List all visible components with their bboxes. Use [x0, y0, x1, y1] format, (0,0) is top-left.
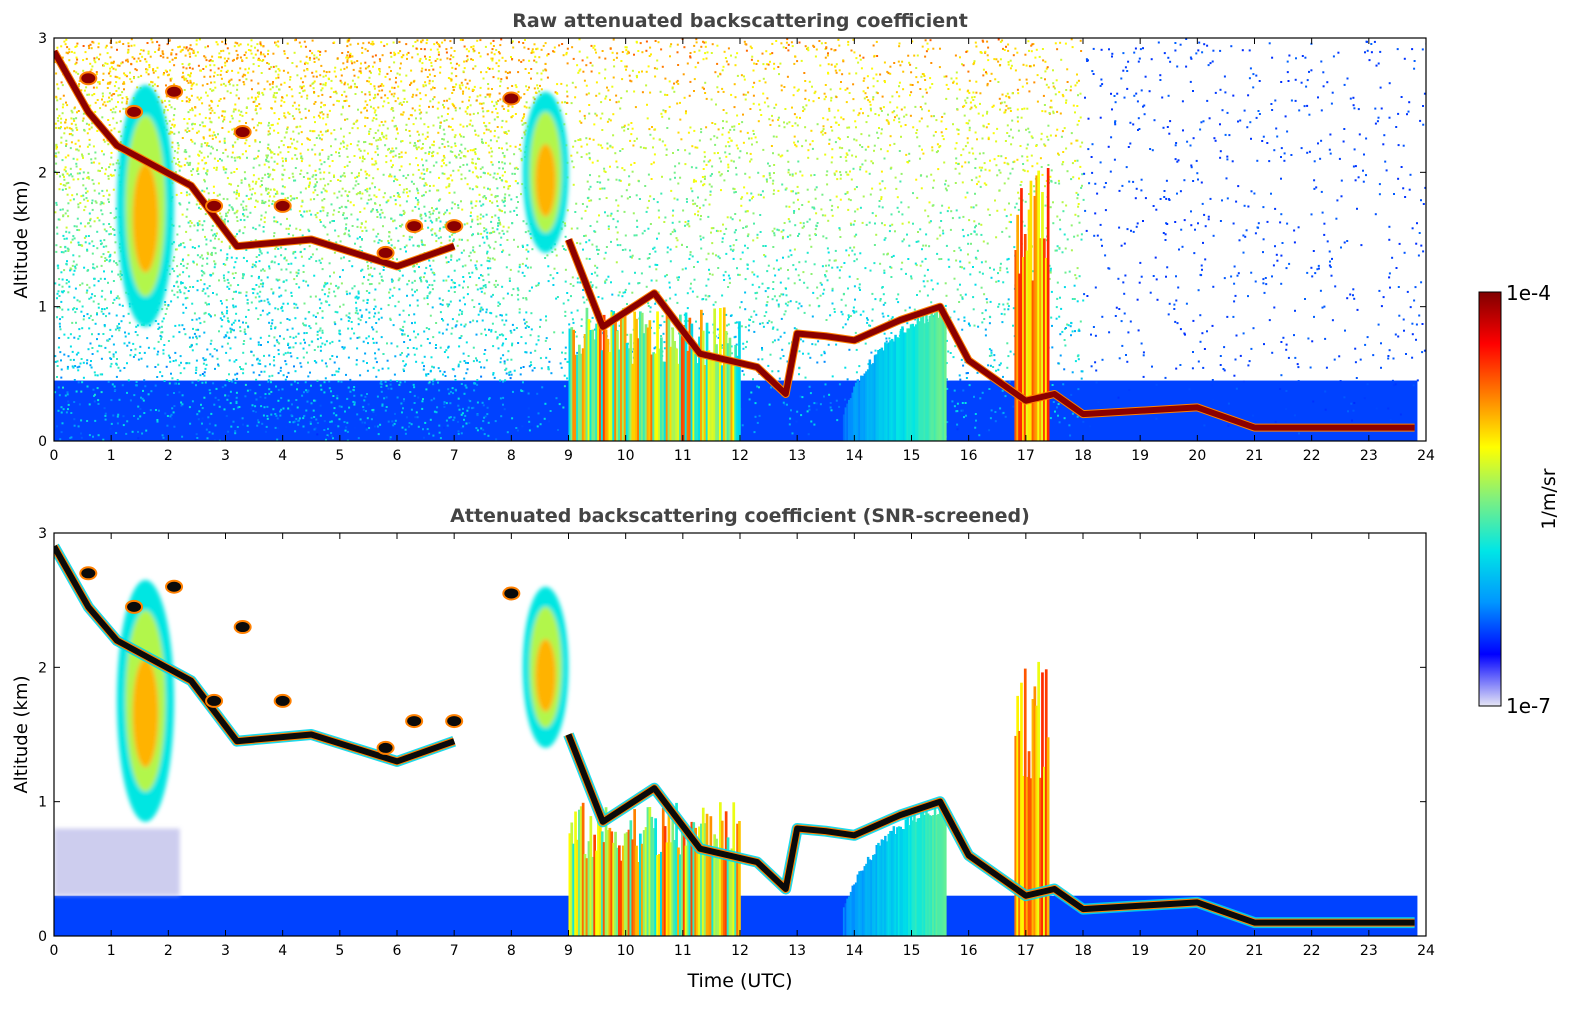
x-tick-label: 13 — [788, 448, 806, 464]
x-tick-label: 9 — [564, 943, 573, 959]
x-tick-label: 19 — [1131, 943, 1149, 959]
colorbar-min-label: 1e-7 — [1506, 694, 1551, 718]
x-tick-label: 20 — [1188, 448, 1206, 464]
x-tick-label: 16 — [960, 448, 978, 464]
x-tick-label: 22 — [1303, 943, 1321, 959]
x-tick-label: 6 — [393, 448, 402, 464]
x-tick-label: 5 — [335, 448, 344, 464]
aerosol-plume — [117, 85, 174, 327]
x-tick-label: 2 — [164, 448, 173, 464]
x-tick-label: 16 — [960, 943, 978, 959]
x-tick-label: 17 — [1017, 943, 1035, 959]
y-axis-label: Altitude (km) — [11, 675, 32, 793]
x-tick-label: 6 — [393, 943, 402, 959]
y-tick-label: 3 — [38, 526, 47, 542]
x-tick-label: 19 — [1131, 448, 1149, 464]
low-snr-haze — [54, 829, 180, 896]
x-tick-label: 7 — [450, 448, 459, 464]
x-tick-label: 21 — [1246, 448, 1264, 464]
x-tick-label: 21 — [1246, 943, 1264, 959]
y-tick-label: 0 — [38, 434, 47, 450]
colorbar-label: 1/m/sr — [1538, 468, 1560, 529]
x-tick-label: 24 — [1417, 448, 1435, 464]
y-tick-label: 3 — [38, 31, 47, 47]
x-tick-label: 14 — [845, 448, 863, 464]
x-tick-label: 23 — [1360, 943, 1378, 959]
x-tick-label: 8 — [507, 448, 516, 464]
heatmap-area — [54, 533, 1426, 936]
y-tick-label: 2 — [38, 660, 47, 676]
x-tick-label: 3 — [221, 943, 230, 959]
colorbar — [1479, 292, 1501, 706]
aerosol-plume — [523, 587, 569, 748]
x-tick-label: 12 — [731, 448, 749, 464]
x-tick-label: 2 — [164, 943, 173, 959]
x-tick-label: 11 — [674, 448, 692, 464]
y-tick-label: 2 — [38, 165, 47, 181]
x-tick-label: 17 — [1017, 448, 1035, 464]
x-tick-label: 1 — [107, 943, 116, 959]
x-tick-label: 18 — [1074, 448, 1092, 464]
heatmap-area — [54, 38, 1428, 443]
x-tick-label: 15 — [903, 943, 921, 959]
y-tick-label: 1 — [38, 300, 47, 316]
aerosol-plume — [523, 92, 569, 253]
aerosol-plume — [117, 580, 174, 822]
y-axis-label: Altitude (km) — [11, 180, 32, 298]
x-tick-label: 23 — [1360, 448, 1378, 464]
y-tick-label: 1 — [38, 795, 47, 811]
x-tick-label: 0 — [50, 943, 59, 959]
x-tick-label: 14 — [845, 943, 863, 959]
x-tick-label: 11 — [674, 943, 692, 959]
colorbar-max-label: 1e-4 — [1506, 281, 1551, 305]
x-tick-label: 4 — [278, 448, 287, 464]
x-tick-label: 10 — [617, 448, 635, 464]
x-tick-label: 8 — [507, 943, 516, 959]
x-tick-label: 12 — [731, 943, 749, 959]
x-tick-label: 22 — [1303, 448, 1321, 464]
x-tick-label: 13 — [788, 943, 806, 959]
x-axis-label: Time (UTC) — [686, 970, 792, 992]
x-tick-label: 10 — [617, 943, 635, 959]
x-tick-label: 20 — [1188, 943, 1206, 959]
x-tick-label: 24 — [1417, 943, 1435, 959]
panel-title: Attenuated backscattering coefficient (S… — [450, 505, 1030, 527]
x-tick-label: 3 — [221, 448, 230, 464]
y-tick-label: 0 — [38, 929, 47, 945]
x-tick-label: 1 — [107, 448, 116, 464]
x-tick-label: 15 — [903, 448, 921, 464]
x-tick-label: 5 — [335, 943, 344, 959]
x-tick-label: 4 — [278, 943, 287, 959]
x-tick-label: 7 — [450, 943, 459, 959]
panel-title: Raw attenuated backscattering coefficien… — [512, 10, 968, 32]
x-tick-label: 9 — [564, 448, 573, 464]
x-tick-label: 18 — [1074, 943, 1092, 959]
x-tick-label: 0 — [50, 448, 59, 464]
